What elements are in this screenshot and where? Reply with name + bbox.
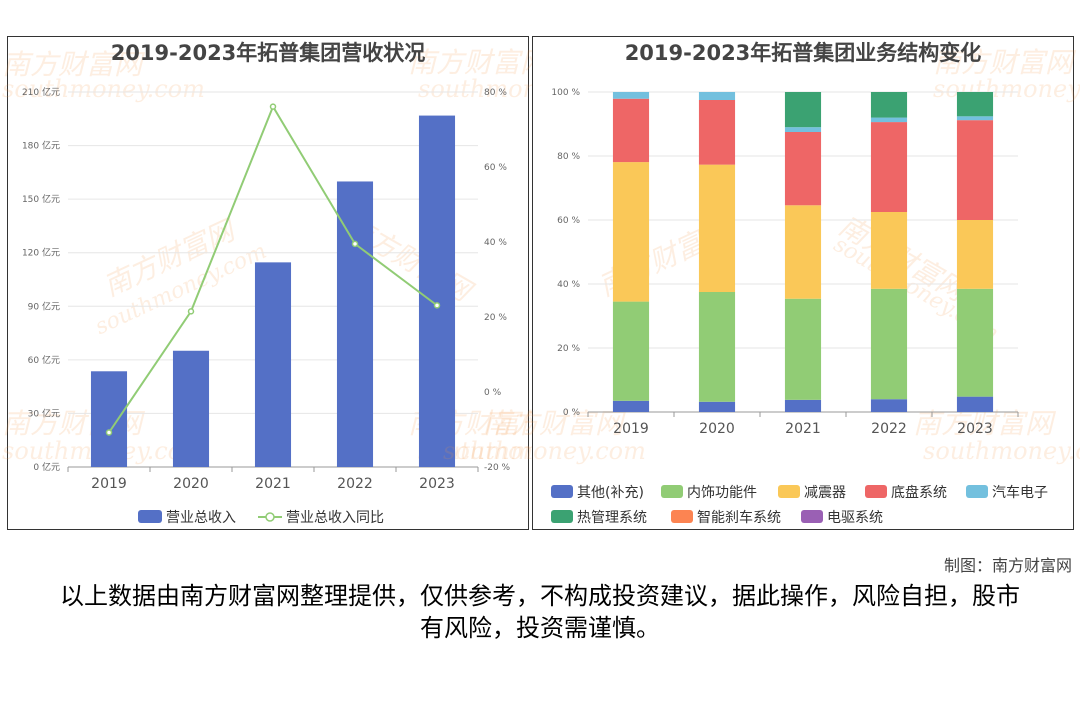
stack-segment [956, 92, 994, 117]
right-tick-label: -20 % [484, 463, 511, 473]
y-tick-label: 40 % [557, 280, 580, 290]
chart-title: 2019-2023年拓普集团业务结构变化 [624, 41, 982, 65]
stack-segment [612, 98, 650, 163]
y-tick-label: 60 % [557, 216, 580, 226]
right-tick-label: 20 % [484, 313, 507, 323]
stack-segment [612, 301, 650, 401]
left-tick-label: 30 亿元 [28, 407, 60, 419]
legend-label: 营业总收入 [166, 510, 236, 526]
stack-segment [698, 292, 736, 402]
legend-swatch [778, 485, 800, 498]
x-tick-label: 2023 [419, 476, 455, 492]
legend-swatch [966, 485, 988, 498]
stack-segment [870, 92, 908, 118]
legend-label: 内饰功能件 [687, 485, 757, 501]
stack-segment [870, 117, 908, 123]
structure-chart-svg: 0 % 20 % 40 % 60 % 80 % 100 % 2019 2020 2021 2022… [551, 88, 1048, 526]
left-tick-label: 90 亿元 [28, 300, 60, 312]
x-tick-label: 2020 [173, 476, 209, 492]
x-tick-label: 2019 [613, 421, 649, 437]
legend-swatch [661, 485, 683, 498]
stack-segment [698, 92, 736, 100]
stack-segment [870, 399, 908, 412]
legend-label: 底盘系统 [891, 484, 947, 501]
x-tick-label: 2020 [699, 421, 735, 437]
stack-segment [870, 288, 908, 400]
legend-swatch [551, 485, 573, 498]
chart-credit: 制图：南方财富网 [943, 556, 1072, 575]
stack-segment [784, 127, 822, 132]
stack-segment [698, 100, 736, 165]
stack-segment [870, 212, 908, 289]
revenue-bar [172, 350, 210, 467]
revenue-bar [418, 115, 456, 468]
disclaimer-text: 以上数据由南方财富网整理提供，仅供参考，不构成投资建议，据此操作，风险自担，股市… [60, 582, 1020, 642]
stack-segment [784, 298, 822, 400]
yoy-point [187, 308, 195, 315]
stack-segment [956, 288, 994, 397]
x-tick-label: 2022 [337, 476, 373, 492]
legend-swatch-point [265, 512, 275, 522]
x-tick-label: 2019 [91, 476, 127, 492]
legend-label: 电驱系统 [827, 510, 883, 526]
left-tick-label: 210 亿元 [22, 86, 60, 98]
stack-segment [784, 92, 822, 128]
legend-swatch [551, 510, 573, 523]
structure-chart-panel: 南方财富网 southmoney.com 南方财富网 南方财富网 southmo… [443, 36, 1080, 530]
x-tick-label: 2022 [871, 421, 907, 437]
left-tick-label: 180 亿元 [22, 140, 60, 152]
y-tick-label: 100 % [551, 88, 580, 98]
legend-label: 减震器 [804, 485, 846, 501]
left-tick-label: 120 亿元 [22, 247, 60, 259]
left-tick-label: 60 亿元 [28, 354, 60, 366]
yoy-point [105, 429, 113, 436]
x-tick-label: 2021 [785, 421, 821, 437]
left-tick-label: 0 亿元 [33, 461, 60, 473]
right-tick-label: 40 % [484, 238, 507, 248]
stack-segment [784, 132, 822, 206]
stack-segment [956, 120, 994, 220]
revenue-chart-svg: 0 亿元 30 亿元 60 亿元 90 亿元 120 亿元 150 亿元 180 亿元 210… [22, 86, 511, 526]
stack-segment [612, 92, 650, 99]
legend-swatch [671, 510, 693, 523]
revenue-bar [336, 181, 374, 467]
stack-segment [956, 396, 994, 412]
legend-swatch [801, 510, 823, 523]
chart-title: 2019-2023年拓普集团营收状况 [110, 41, 426, 65]
y-tick-label: 80 % [557, 152, 580, 162]
right-tick-label: 80 % [484, 88, 507, 98]
revenue-chart-panel: 南方财富网 southmoney.com 南方财富网 southmoney.co… [2, 36, 621, 530]
stack-segment [784, 399, 822, 412]
legend-swatch-bar [138, 510, 162, 523]
stack-segment [784, 205, 822, 299]
legend-label: 营业总收入同比 [286, 510, 384, 526]
x-tick-label: 2021 [255, 476, 291, 492]
right-tick-label: 60 % [484, 163, 507, 173]
stack-segment [698, 401, 736, 412]
x-tick-label: 2023 [957, 421, 993, 437]
yoy-point [269, 103, 277, 110]
stack-segment [956, 220, 994, 289]
yoy-point [433, 302, 441, 309]
legend-swatch [865, 485, 887, 498]
legend-label: 智能刹车系统 [697, 509, 781, 526]
y-tick-label: 20 % [557, 344, 580, 354]
stack-segment [612, 162, 650, 302]
y-tick-label: 0 % [563, 408, 581, 418]
stack-segment [698, 164, 736, 292]
stack-segment [870, 122, 908, 212]
stack-segment [956, 116, 994, 121]
left-tick-label: 150 亿元 [22, 193, 60, 205]
right-tick-label: 0 % [484, 388, 502, 398]
stack-segment [612, 400, 650, 412]
legend-label: 热管理系统 [577, 510, 647, 526]
revenue-bar [90, 371, 128, 467]
yoy-point [351, 240, 359, 248]
revenue-bar [254, 262, 292, 467]
legend-label: 其他(补充) [577, 485, 644, 501]
legend-label: 汽车电子 [992, 484, 1048, 501]
